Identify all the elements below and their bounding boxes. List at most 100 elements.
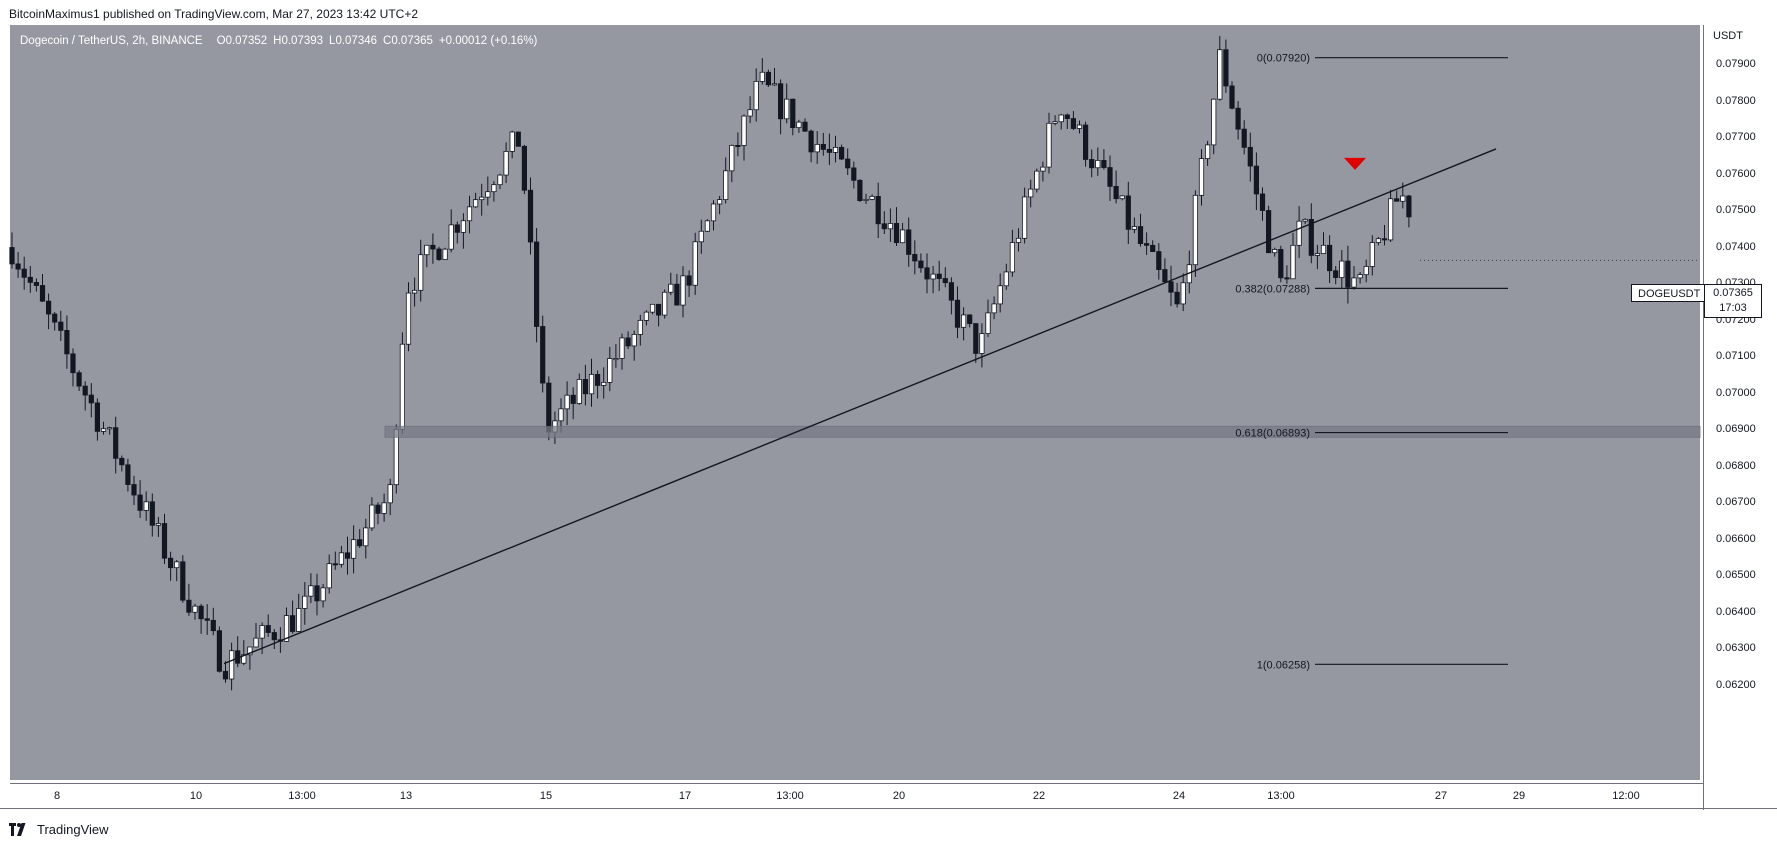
candle-body	[1235, 107, 1241, 130]
candle-body	[1320, 244, 1327, 254]
candle-body	[1137, 226, 1144, 244]
candle-body	[296, 608, 302, 632]
price-tick-label: 0.06200	[1716, 678, 1756, 691]
publisher-line: BitcoinMaximus1 published on TradingView…	[9, 7, 419, 21]
candle-body	[1229, 85, 1235, 109]
current-price-tag: 0.07365 17:03	[1704, 284, 1762, 318]
candle-body	[100, 428, 107, 432]
candle-body	[411, 289, 418, 294]
candle-body	[466, 206, 473, 222]
time-axis[interactable]: 8 10 13:00 13 15 17 13:00 20 22 24 13:00 27 29 12:00	[10, 783, 1703, 808]
candle-body	[198, 605, 204, 620]
candle-body	[674, 283, 680, 306]
candle-body	[344, 552, 351, 559]
candle-body	[314, 585, 320, 602]
candle-body	[527, 189, 534, 243]
time-tick-label: 29	[1512, 790, 1526, 802]
candle-body	[1308, 219, 1314, 256]
candle-body	[704, 220, 711, 232]
price-tick-label: 0.07400	[1716, 240, 1756, 253]
time-tick-label: 13:00	[288, 790, 316, 802]
candles-group	[9, 35, 1412, 691]
candle-body	[161, 523, 168, 559]
fib-level-label: 0.618(0.06893)	[1235, 428, 1310, 440]
candle-body	[765, 71, 772, 86]
candle-body	[94, 402, 100, 432]
candle-body	[820, 143, 826, 150]
candle-body	[1339, 260, 1345, 278]
candle-body	[1052, 121, 1058, 124]
candle-body	[961, 314, 967, 328]
candle-body	[1375, 238, 1381, 243]
candle-body	[253, 637, 259, 648]
candle-body	[1022, 196, 1028, 239]
candle-body	[320, 587, 326, 602]
tradingview-footer[interactable]: TradingView	[9, 819, 109, 839]
candle-body	[558, 408, 564, 422]
candle-body	[619, 337, 625, 359]
candle-body	[1040, 166, 1046, 172]
candle-body	[857, 179, 863, 202]
candle-body	[1119, 195, 1125, 200]
fib-level-label: 1(0.06258)	[1257, 659, 1310, 671]
candle-body	[1394, 198, 1400, 202]
candle-body	[741, 115, 747, 146]
candle-body	[174, 561, 180, 569]
candle-body	[540, 326, 546, 384]
price-tick-label: 0.07100	[1716, 350, 1756, 362]
candle-body	[546, 382, 552, 433]
candle-body	[967, 314, 973, 324]
candle-body	[1095, 160, 1101, 169]
candle-body	[1259, 193, 1266, 211]
time-tick-label: 24	[1172, 790, 1186, 802]
time-tick-label: 17	[678, 790, 692, 802]
time-tick-label: 20	[892, 790, 906, 802]
candle-body	[58, 321, 64, 331]
symbol-legend: Dogecoin / TetherUS, 2h, BINANCE O 0.0735…	[20, 35, 537, 47]
open-value: 0.07352	[225, 35, 268, 47]
high-value: 0.07393	[281, 35, 324, 47]
candle-body	[717, 199, 723, 205]
candle-body	[607, 358, 613, 383]
price-tick-label: 0.07800	[1716, 94, 1756, 107]
candle-body	[893, 223, 900, 244]
candle-body	[668, 283, 674, 293]
footer-brand: TradingView	[37, 821, 109, 837]
candle-body	[76, 372, 82, 387]
candle-body	[1351, 277, 1357, 288]
candle-body	[119, 457, 125, 466]
candle-body	[430, 244, 436, 250]
price-tick-label: 0.07000	[1716, 386, 1756, 399]
candle-body	[204, 618, 210, 621]
candle-body	[869, 195, 875, 200]
candle-body	[924, 267, 930, 280]
candle-body	[46, 300, 52, 315]
candle-body	[1314, 253, 1320, 256]
candle-body	[448, 224, 454, 250]
candle-body	[387, 484, 393, 504]
candle-body	[1028, 188, 1034, 198]
candle-body	[192, 605, 198, 613]
low-label: L	[329, 35, 336, 47]
candle-body	[613, 358, 619, 361]
time-tick-label: 13:00	[776, 790, 804, 802]
candle-body	[39, 285, 46, 302]
candle-body	[1125, 195, 1131, 230]
candle-body	[113, 427, 119, 459]
candle-body	[155, 523, 161, 526]
candle-body	[1003, 271, 1009, 287]
tradingview-logo-icon	[9, 822, 26, 836]
time-tick-label: 8	[53, 790, 61, 802]
price-tick-label: 0.06900	[1716, 423, 1756, 435]
candle-body	[1046, 122, 1052, 168]
candle-body	[814, 143, 820, 153]
candle-body	[595, 373, 601, 386]
candle-body	[375, 504, 381, 514]
chart-plot-area[interactable]	[10, 25, 1700, 780]
candle-body	[186, 599, 192, 613]
candle-body	[582, 379, 589, 395]
candle-body	[143, 501, 149, 511]
candle-body	[747, 109, 753, 117]
candle-body	[1058, 114, 1064, 123]
price-axis[interactable]: USDT 0.07900 0.07800 0.07700 0.07600 0.07500…	[1703, 25, 1777, 810]
